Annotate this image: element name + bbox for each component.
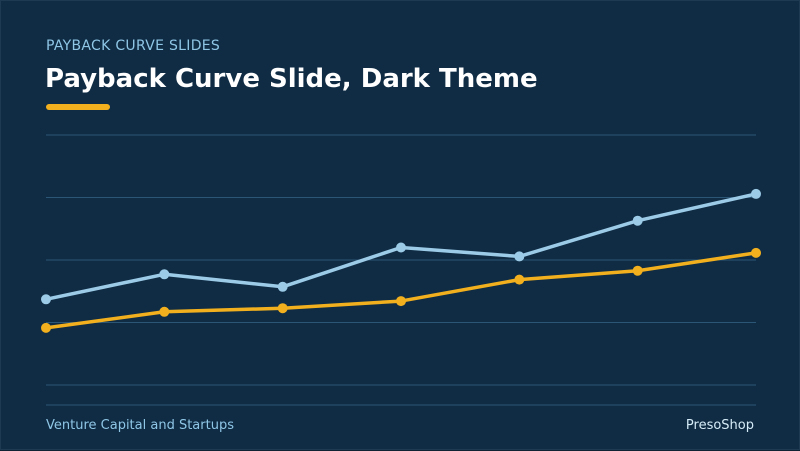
series-light-blue-point — [277, 281, 288, 292]
slide-eyebrow: PAYBACK CURVE SLIDES — [46, 38, 221, 54]
series-light-blue-point — [41, 294, 51, 305]
series-gold-point — [751, 247, 761, 258]
series-light-blue-point — [632, 215, 643, 226]
series-light-blue-point — [159, 269, 170, 280]
series-gold-point — [514, 274, 525, 285]
series-gold-point — [41, 322, 51, 333]
chart-series — [41, 188, 761, 333]
series-gold — [41, 247, 761, 333]
series-gold-line — [44, 251, 758, 330]
series-gold-point — [632, 265, 643, 276]
series-gold-point — [159, 306, 170, 317]
series-light-blue-point — [514, 251, 525, 262]
footer-category: Venture Capital and Startups — [46, 418, 234, 433]
series-light-blue — [41, 188, 761, 305]
slide-title: Payback Curve Slide, Dark Theme — [45, 64, 538, 94]
series-light-blue-point — [396, 242, 406, 253]
series-gold-point — [277, 303, 288, 314]
chart-gridlines — [46, 134, 756, 406]
series-gold-point — [396, 296, 406, 307]
title-accent-bar — [46, 104, 110, 110]
series-light-blue-point — [751, 188, 761, 199]
footer-brand: PresoShop — [685, 418, 754, 433]
